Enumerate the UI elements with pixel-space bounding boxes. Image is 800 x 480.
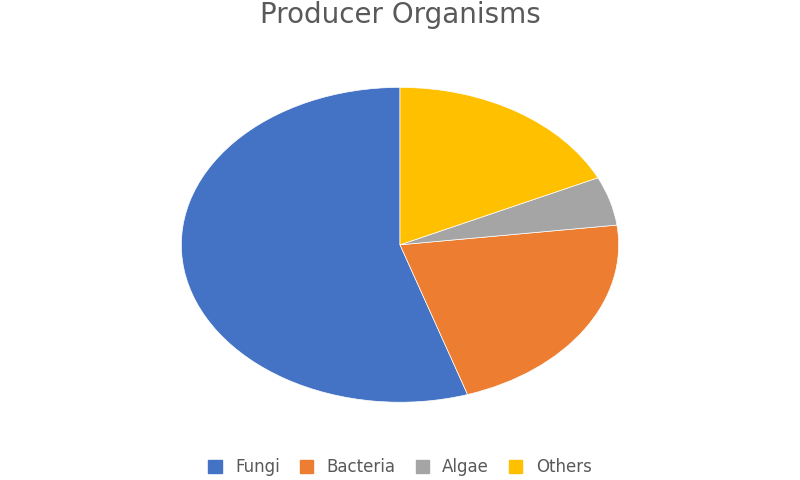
Title: Producer Organisms: Producer Organisms (260, 1, 540, 29)
Wedge shape (400, 225, 618, 395)
Legend: Fungi, Bacteria, Algae, Others: Fungi, Bacteria, Algae, Others (200, 450, 600, 480)
Wedge shape (400, 178, 617, 245)
Wedge shape (400, 87, 598, 245)
Wedge shape (182, 87, 467, 402)
